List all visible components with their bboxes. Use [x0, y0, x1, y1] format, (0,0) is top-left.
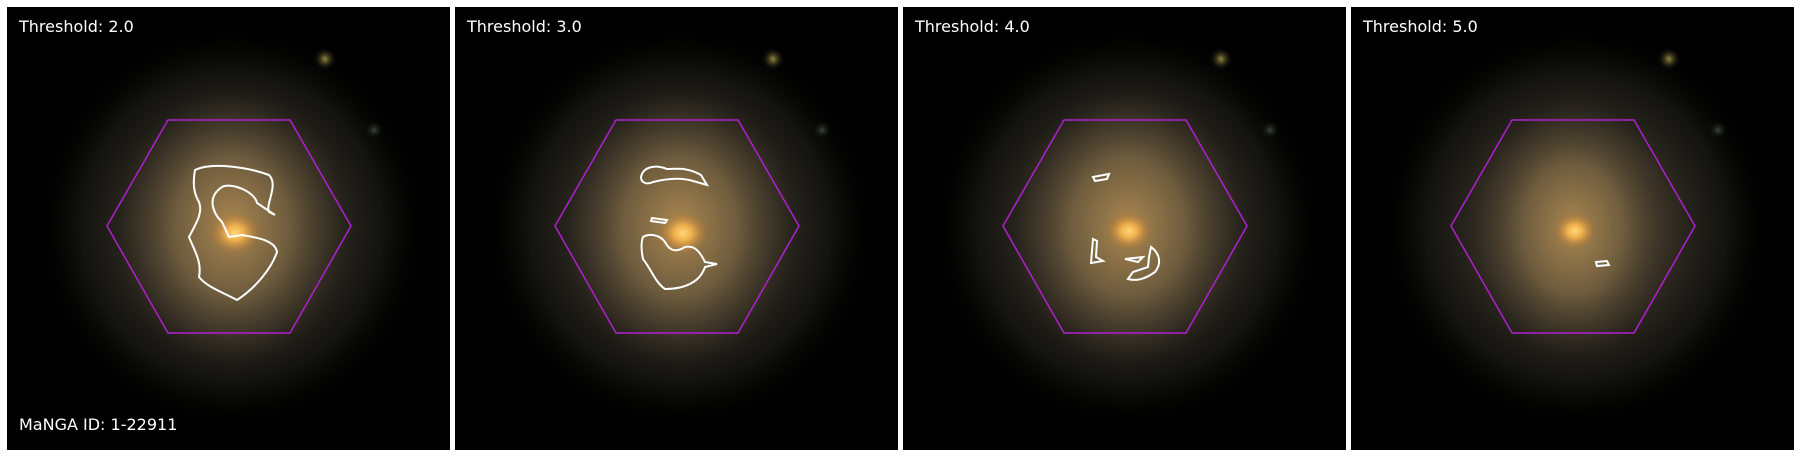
panel-threshold-2: Threshold: 2.0 MaNGA ID: 1-22911	[7, 7, 450, 450]
threshold-label: Threshold: 2.0	[19, 17, 134, 36]
threshold-contour	[639, 165, 710, 187]
threshold-label: Threshold: 3.0	[467, 17, 582, 36]
ifu-hexagon-outline	[106, 119, 352, 334]
background-star	[1260, 120, 1280, 140]
manga-id-label: MaNGA ID: 1-22911	[19, 415, 178, 434]
ifu-hexagon-outline	[1450, 119, 1696, 334]
galaxy-core	[1105, 211, 1153, 251]
threshold-label: Threshold: 4.0	[915, 17, 1030, 36]
galaxy-core	[209, 211, 261, 255]
threshold-label: Threshold: 5.0	[1363, 17, 1478, 36]
threshold-contour	[1126, 245, 1161, 281]
background-star	[761, 47, 785, 71]
galaxy-image	[928, 22, 1328, 432]
background-star	[313, 47, 337, 71]
threshold-contour	[649, 216, 669, 225]
threshold-contour	[1091, 172, 1111, 183]
galaxy-core	[657, 211, 709, 255]
background-star	[1708, 120, 1728, 140]
panel-threshold-5: Threshold: 5.0	[1351, 7, 1794, 450]
panel-threshold-4: Threshold: 4.0	[903, 7, 1346, 450]
threshold-contour	[1124, 255, 1146, 264]
galaxy-image	[480, 22, 880, 432]
ifu-hexagon-outline	[1002, 119, 1248, 334]
ifu-hexagon-outline	[554, 119, 800, 334]
threshold-contour	[640, 233, 718, 291]
background-star	[364, 120, 384, 140]
background-star	[812, 120, 832, 140]
galaxy-core	[1553, 212, 1597, 250]
threshold-contour	[1089, 237, 1106, 265]
threshold-contour	[187, 164, 279, 302]
background-star	[1209, 47, 1233, 71]
threshold-contour	[1594, 259, 1611, 268]
galaxy-image	[32, 22, 432, 432]
panel-threshold-3: Threshold: 3.0	[455, 7, 898, 450]
background-star	[1657, 47, 1681, 71]
galaxy-image	[1376, 22, 1776, 432]
